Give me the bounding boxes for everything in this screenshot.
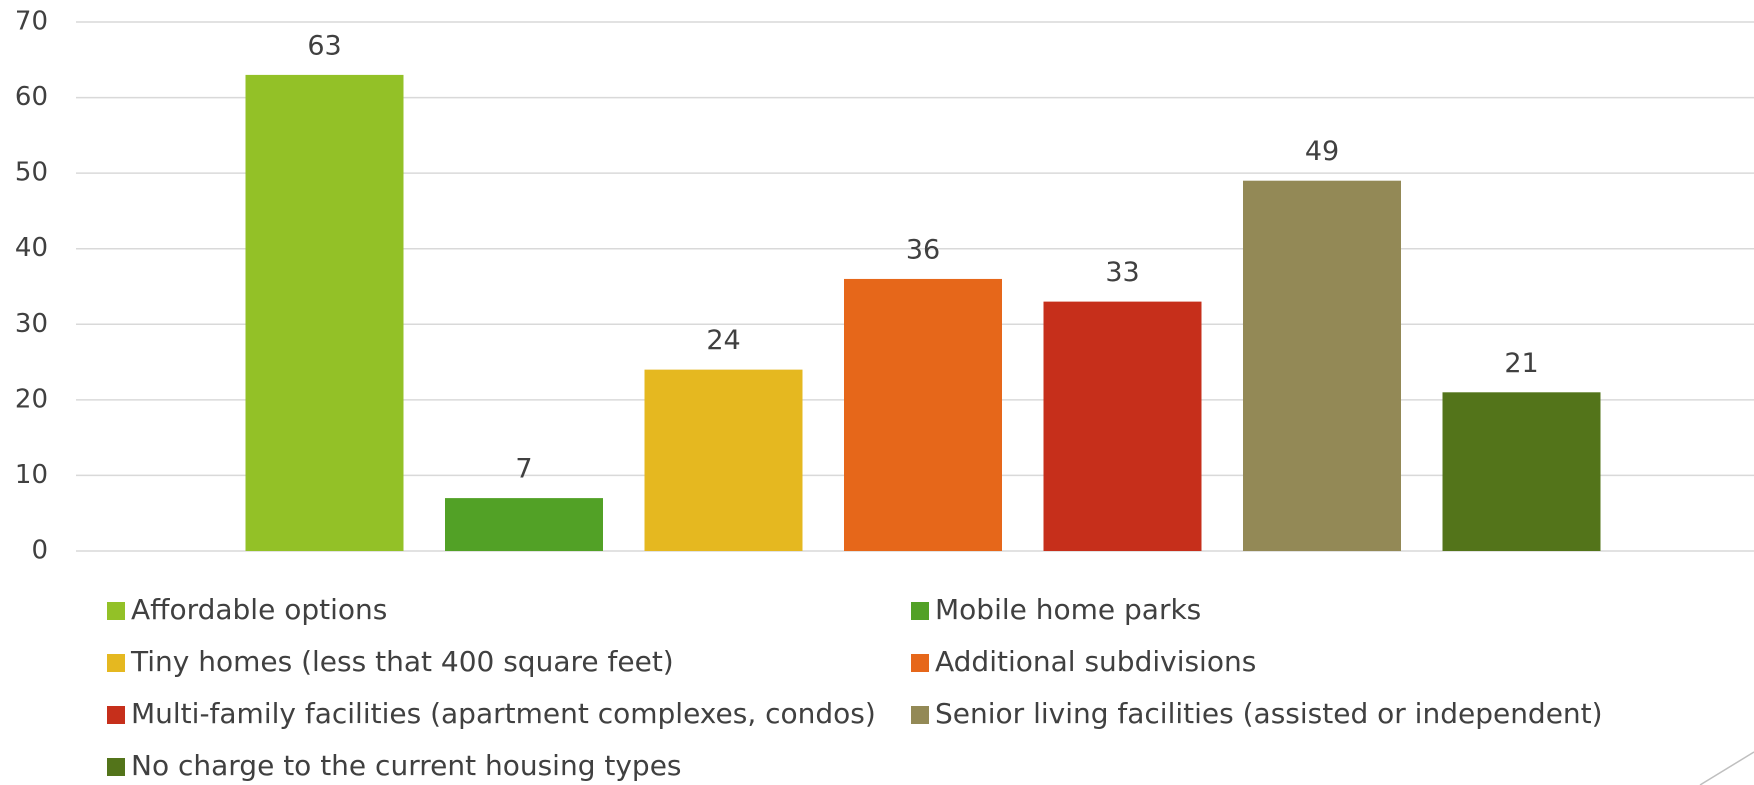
bar bbox=[644, 369, 803, 551]
value-label: 24 bbox=[706, 325, 740, 356]
value-label: 63 bbox=[307, 30, 341, 61]
legend-swatch bbox=[911, 706, 929, 724]
y-tick-label: 10 bbox=[15, 460, 48, 490]
bar bbox=[1043, 301, 1202, 551]
value-label: 33 bbox=[1105, 257, 1139, 288]
legend-label: Additional subdivisions bbox=[935, 645, 1256, 678]
bar bbox=[445, 498, 603, 551]
value-label: 7 bbox=[515, 454, 532, 485]
legend-label: Mobile home parks bbox=[935, 593, 1201, 626]
legend-swatch bbox=[911, 602, 929, 620]
decoration bbox=[1699, 751, 1754, 785]
bar bbox=[1243, 180, 1401, 551]
legend-swatch bbox=[107, 706, 125, 724]
y-tick-label: 0 bbox=[31, 536, 48, 566]
y-tick-label: 40 bbox=[15, 233, 48, 263]
legend-label: Senior living facilities (assisted or in… bbox=[935, 697, 1603, 730]
y-tick-label: 30 bbox=[15, 309, 48, 339]
y-tick-label: 70 bbox=[15, 7, 48, 37]
value-label: 49 bbox=[1305, 136, 1339, 167]
legend-label: Affordable options bbox=[131, 593, 387, 626]
bar bbox=[844, 278, 1002, 551]
bar bbox=[245, 74, 404, 552]
value-label: 21 bbox=[1504, 348, 1538, 379]
y-tick-label: 20 bbox=[15, 384, 48, 414]
legend-swatch bbox=[107, 654, 125, 672]
y-tick-label: 50 bbox=[15, 158, 48, 188]
legend-swatch bbox=[911, 654, 929, 672]
value-label: 36 bbox=[906, 234, 940, 265]
legend-label: Multi-family facilities (apartment compl… bbox=[131, 697, 876, 730]
legend-swatch bbox=[107, 602, 125, 620]
bar bbox=[1442, 392, 1601, 551]
legend-label: No charge to the current housing types bbox=[131, 749, 682, 782]
legend-swatch bbox=[107, 758, 125, 776]
legend-label: Tiny homes (less that 400 square feet) bbox=[130, 645, 674, 678]
y-tick-label: 60 bbox=[15, 82, 48, 112]
